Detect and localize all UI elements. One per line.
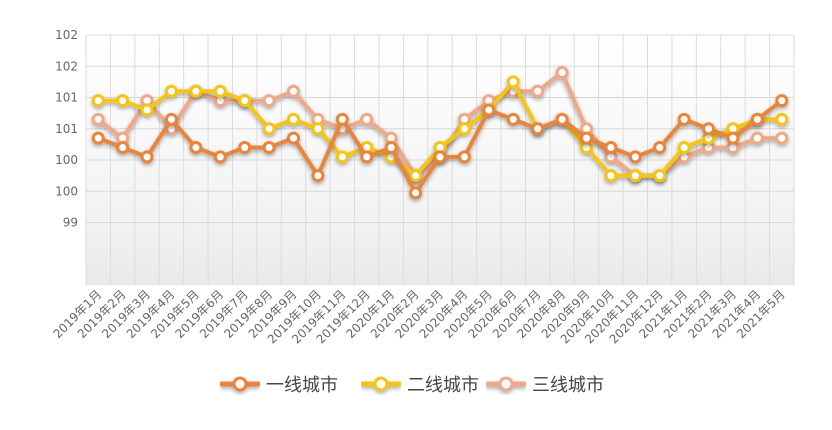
data-point (164, 84, 178, 98)
data-point (116, 94, 130, 108)
data-point (116, 141, 130, 154)
data-point (140, 150, 154, 164)
data-point (189, 84, 203, 98)
data-point (702, 122, 716, 136)
legend-label: 二线城市 (407, 375, 479, 396)
y-tick-label: 99 (63, 216, 78, 230)
data-point (91, 131, 105, 145)
data-point (238, 94, 252, 108)
data-point (91, 94, 105, 108)
legend-swatch-marker (232, 376, 248, 392)
data-point (457, 150, 471, 164)
y-tick-label: 100 (55, 153, 78, 167)
data-point (360, 112, 374, 126)
data-point (457, 122, 471, 136)
data-point (653, 141, 667, 154)
data-point (677, 141, 691, 154)
legend-label: 三线城市 (532, 375, 604, 396)
legend-swatch-marker (373, 376, 389, 392)
data-point (604, 141, 618, 154)
y-axis: 102 102 101 101 100 100 99 (55, 28, 78, 230)
data-point (750, 131, 764, 145)
data-point (775, 94, 789, 108)
data-point (409, 186, 423, 200)
data-point (433, 150, 447, 164)
data-point (91, 112, 105, 126)
data-point (506, 75, 520, 89)
legend-label: 一线城市 (266, 375, 338, 396)
legend: 一线城市 二线城市 三线城市 (219, 375, 604, 396)
legend-item (360, 376, 402, 392)
data-point (482, 103, 496, 117)
data-point (775, 112, 789, 126)
data-point (335, 112, 349, 126)
legend-item (219, 376, 261, 392)
data-point (189, 141, 203, 154)
data-point (653, 169, 667, 183)
y-tick-label: 102 (55, 28, 78, 42)
data-point (555, 112, 569, 126)
data-point (579, 131, 593, 145)
legend-item (485, 376, 527, 392)
data-point (384, 141, 398, 154)
data-point (628, 150, 642, 164)
data-point (164, 112, 178, 126)
data-point (360, 150, 374, 164)
data-point (262, 94, 276, 108)
data-point (531, 84, 545, 98)
series-layer (91, 66, 789, 200)
data-point (775, 131, 789, 145)
data-point (287, 84, 301, 98)
legend-swatch-marker (498, 376, 514, 392)
data-point (555, 66, 569, 79)
data-point (335, 150, 349, 164)
data-point (409, 169, 423, 183)
data-point (628, 169, 642, 183)
data-point (506, 112, 520, 126)
data-point (213, 150, 227, 164)
data-point (726, 131, 740, 145)
data-point (311, 169, 325, 183)
series (91, 94, 789, 200)
data-point (140, 103, 154, 117)
y-tick-label: 101 (55, 91, 78, 105)
data-point (604, 169, 618, 183)
data-point (677, 112, 691, 126)
y-tick-label: 101 (55, 122, 78, 136)
data-point (531, 122, 545, 136)
series (91, 75, 789, 183)
data-point (311, 122, 325, 136)
data-point (262, 141, 276, 154)
data-point (213, 84, 227, 98)
data-point (262, 122, 276, 136)
data-point (287, 131, 301, 145)
data-point (238, 141, 252, 154)
y-tick-label: 102 (55, 59, 78, 73)
data-point (287, 112, 301, 126)
y-tick-label: 100 (55, 184, 78, 198)
data-point (750, 112, 764, 126)
x-axis: 2019年1月2019年2月2019年3月2019年4月2019年5月2019年… (50, 287, 787, 346)
